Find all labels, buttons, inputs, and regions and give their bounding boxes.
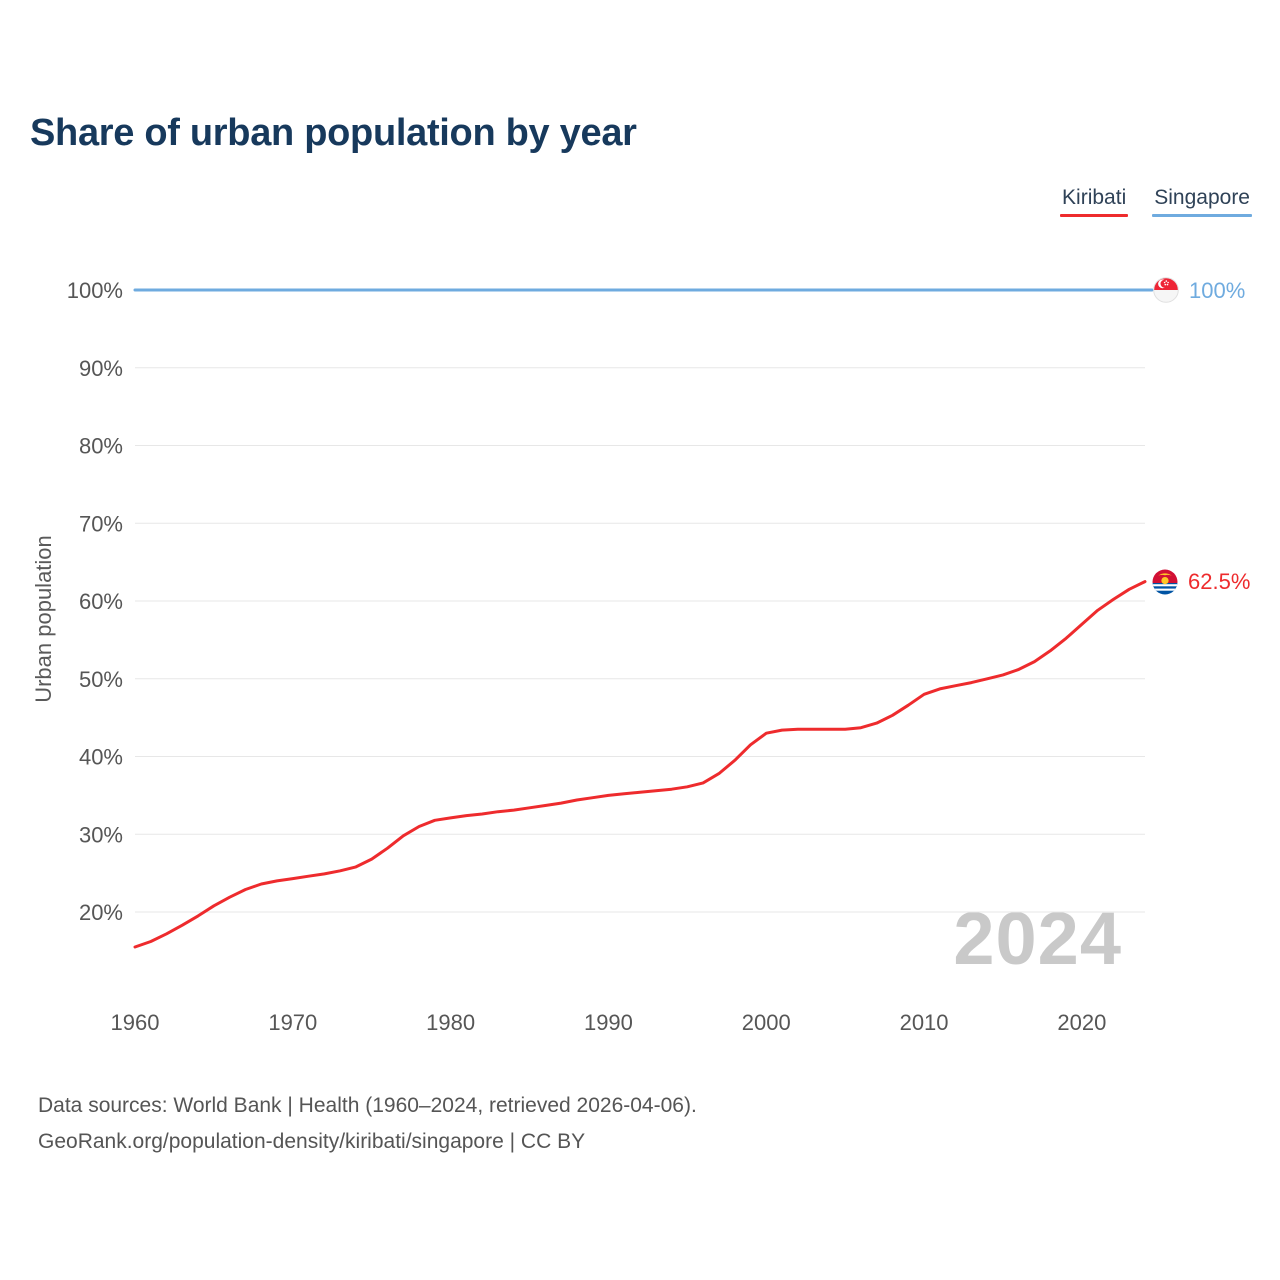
legend-item-singapore[interactable]: Singapore bbox=[1152, 186, 1252, 217]
svg-text:90%: 90% bbox=[79, 356, 123, 381]
svg-text:70%: 70% bbox=[79, 511, 123, 536]
kiribati-end-value: 62.5% bbox=[1188, 569, 1251, 594]
footer-data-sources: Data sources: World Bank | Health (1960–… bbox=[38, 1094, 697, 1117]
svg-text:30%: 30% bbox=[79, 822, 123, 847]
footer: Data sources: World Bank | Health (1960–… bbox=[38, 1088, 697, 1160]
y-axis-tick-labels: 20% 30% 40% 50% 60% 70% 80% 90% 100% bbox=[67, 278, 123, 925]
svg-text:100%: 100% bbox=[67, 278, 123, 303]
svg-text:60%: 60% bbox=[79, 589, 123, 614]
legend: Kiribati Singapore bbox=[1060, 186, 1252, 217]
y-axis-title: Urban population bbox=[31, 535, 56, 703]
series-lines bbox=[133, 288, 1154, 949]
legend-label-kiribati: Kiribati bbox=[1062, 186, 1127, 209]
legend-underline-singapore bbox=[1152, 214, 1252, 217]
kiribati-flag-icon bbox=[1152, 569, 1178, 595]
singapore-flag-icon bbox=[1153, 277, 1179, 303]
svg-text:2020: 2020 bbox=[1057, 1010, 1106, 1035]
svg-text:80%: 80% bbox=[79, 434, 123, 459]
singapore-end-value: 100% bbox=[1189, 278, 1246, 303]
legend-underline-kiribati bbox=[1060, 214, 1129, 217]
svg-text:1990: 1990 bbox=[584, 1010, 633, 1035]
gridlines bbox=[135, 289, 1145, 913]
svg-text:20%: 20% bbox=[79, 900, 123, 925]
svg-text:2010: 2010 bbox=[900, 1010, 949, 1035]
legend-label-singapore: Singapore bbox=[1154, 186, 1250, 209]
x-axis-tick-labels: 1960 1970 1980 1990 2000 2010 2020 bbox=[111, 1010, 1107, 1035]
svg-text:2000: 2000 bbox=[742, 1010, 791, 1035]
svg-text:1970: 1970 bbox=[268, 1010, 317, 1035]
svg-text:40%: 40% bbox=[79, 745, 123, 770]
svg-text:1980: 1980 bbox=[426, 1010, 475, 1035]
svg-text:1960: 1960 bbox=[111, 1010, 160, 1035]
footer-attribution: GeoRank.org/population-density/kiribati/… bbox=[38, 1130, 586, 1153]
page-title: Share of urban population by year bbox=[30, 112, 637, 154]
year-watermark: 2024 bbox=[953, 897, 1122, 980]
legend-item-kiribati[interactable]: Kiribati bbox=[1060, 186, 1129, 217]
svg-text:50%: 50% bbox=[79, 667, 123, 692]
